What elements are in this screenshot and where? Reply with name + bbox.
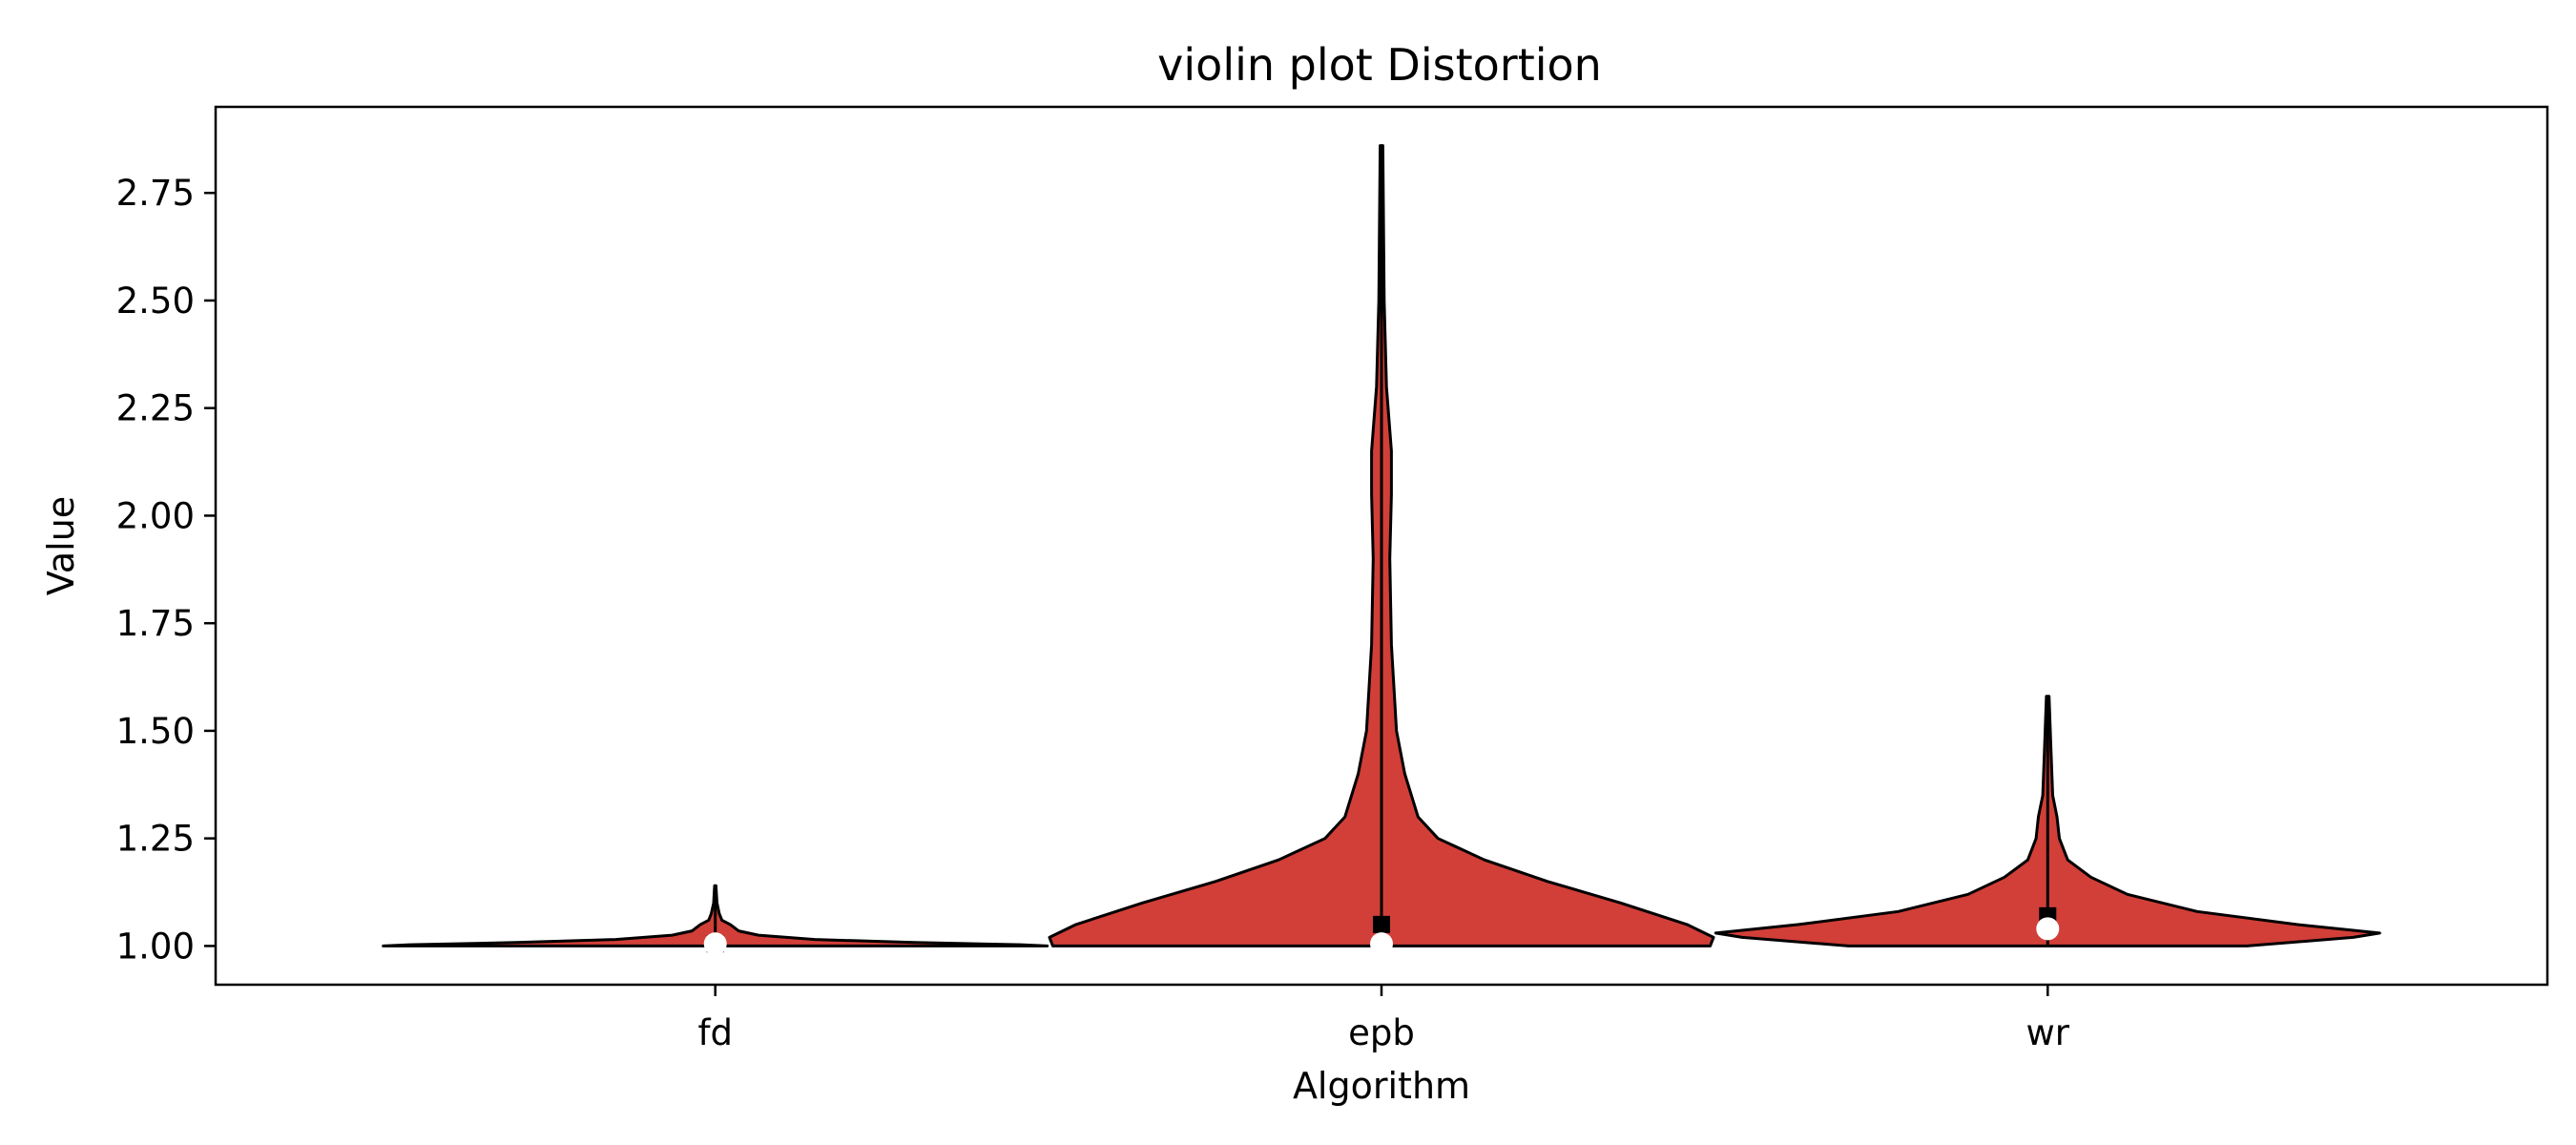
x-axis-ticks: fd epb wr xyxy=(697,985,2070,1053)
violin-wr xyxy=(1714,695,2381,947)
violin-epb xyxy=(1048,144,1715,956)
y-tick-label: 2.00 xyxy=(116,495,195,536)
median-marker xyxy=(703,932,727,956)
median-marker xyxy=(1370,932,1393,956)
y-axis-ticks: 1.00 1.25 1.50 1.75 2.00 2.25 2.50 2.75 xyxy=(116,173,216,967)
x-tick-label: epb xyxy=(1348,1012,1415,1053)
x-tick-label: fd xyxy=(697,1012,733,1053)
y-tick-label: 2.50 xyxy=(116,281,195,322)
y-tick-label: 1.75 xyxy=(116,603,195,644)
violin-fd xyxy=(382,884,1049,956)
y-tick-label: 1.50 xyxy=(116,711,195,752)
y-tick-label: 2.25 xyxy=(116,388,195,429)
y-tick-label: 1.00 xyxy=(116,926,195,967)
violins-layer xyxy=(382,144,2381,956)
median-marker xyxy=(2036,917,2060,941)
y-tick-label: 1.25 xyxy=(116,819,195,860)
chart-title: violin plot Distortion xyxy=(1157,39,1602,91)
mean-marker xyxy=(1373,915,1390,933)
y-axis-label: Value xyxy=(40,496,82,595)
x-tick-label: wr xyxy=(2026,1012,2070,1053)
x-axis-label: Algorithm xyxy=(1293,1065,1470,1107)
y-tick-label: 2.75 xyxy=(116,173,195,214)
